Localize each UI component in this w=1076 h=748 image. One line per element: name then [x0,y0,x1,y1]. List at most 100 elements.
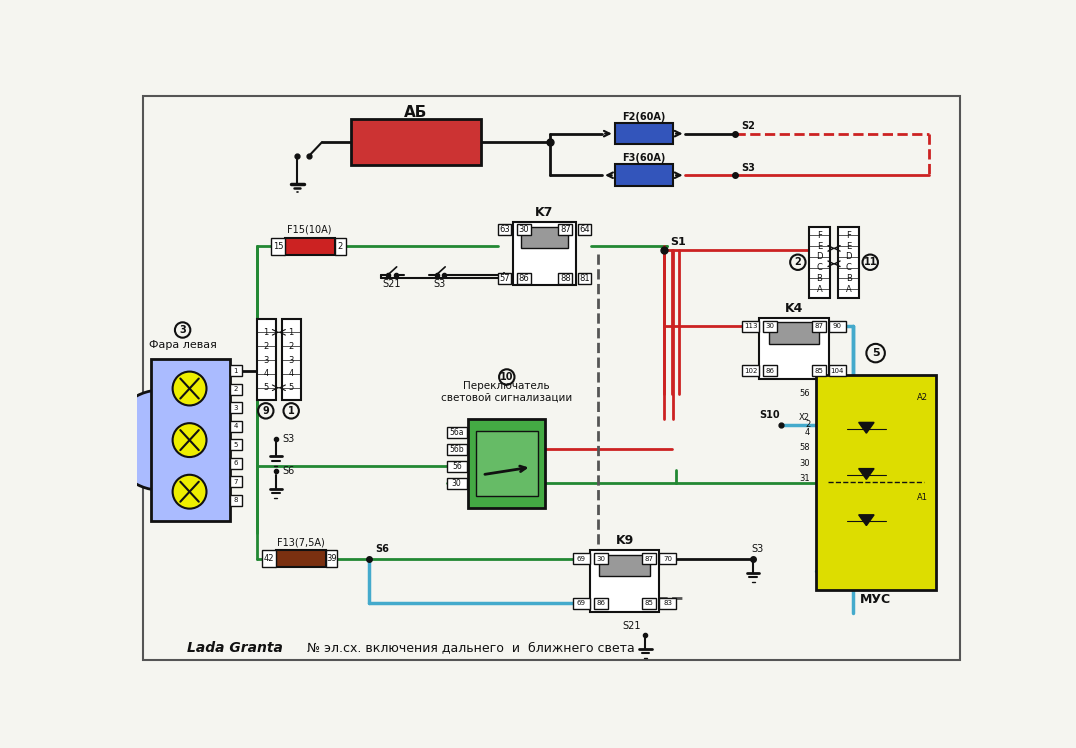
Text: S21: S21 [382,279,400,289]
Text: 3: 3 [264,355,269,364]
Text: S2: S2 [741,121,754,131]
Text: 4: 4 [264,370,268,378]
Bar [811,366,825,376]
Bar [275,551,326,567]
Bar [229,494,242,506]
Text: F13(7,5A): F13(7,5A) [277,538,324,548]
Bar [229,458,242,468]
Text: 56: 56 [452,462,462,470]
Text: 2: 2 [794,257,802,267]
Bar [594,598,608,609]
Text: 42: 42 [264,554,274,563]
Bar [660,598,676,609]
Text: 87: 87 [645,556,654,562]
Bar [590,551,660,612]
Text: 4: 4 [805,428,810,437]
Text: 5: 5 [872,348,879,358]
Text: 1: 1 [287,406,295,416]
Text: 30: 30 [596,556,605,562]
Bar [763,321,777,331]
Text: S6: S6 [376,545,390,554]
Text: Переключатель
световой сигнализации: Переключатель световой сигнализации [441,381,572,402]
Text: S3: S3 [282,434,294,444]
Bar [578,224,592,235]
Text: 87: 87 [560,224,570,233]
Text: МУС: МУС [860,593,891,606]
Bar [574,598,590,609]
Bar [497,273,511,283]
Bar [614,123,674,144]
Bar [447,461,467,472]
Bar [229,366,242,376]
Text: 9: 9 [263,406,269,416]
Text: 2: 2 [338,242,343,251]
Wedge shape [110,390,160,490]
Text: F2(60A): F2(60A) [622,111,666,122]
Text: 56b: 56b [450,445,464,454]
Text: 39: 39 [326,554,337,563]
Text: K9: K9 [615,535,634,548]
Text: K4: K4 [784,302,803,315]
Text: 2: 2 [233,386,238,392]
Bar [594,554,608,564]
Text: 87: 87 [815,323,823,329]
Text: 85: 85 [645,601,654,607]
Text: 90: 90 [833,323,841,329]
Text: 3: 3 [180,325,186,335]
Text: S3: S3 [434,279,445,289]
Circle shape [172,475,207,509]
Text: S3: S3 [741,162,754,173]
Text: 86: 86 [596,601,605,607]
Text: A1: A1 [917,494,928,503]
Bar [521,227,568,248]
Bar [335,238,345,254]
Bar [516,224,530,235]
Text: 69: 69 [577,601,586,607]
Text: 2: 2 [264,342,268,351]
Text: 113: 113 [745,323,758,329]
Circle shape [172,372,207,405]
Bar [558,273,572,283]
Text: 1: 1 [233,368,238,374]
Bar [838,227,860,298]
Text: 1: 1 [264,328,268,337]
Text: S3: S3 [751,545,763,554]
Bar [447,478,467,488]
Bar [468,420,546,508]
Text: D: D [846,252,852,261]
Text: B: B [817,274,822,283]
Bar [811,321,825,331]
Text: 8: 8 [233,497,238,503]
Bar [614,165,674,186]
Bar [817,375,936,590]
Text: 81: 81 [579,274,590,283]
Bar [326,551,337,567]
Text: 5: 5 [264,383,268,392]
Bar [642,554,656,564]
Text: D: D [817,252,823,261]
Polygon shape [859,515,874,526]
Bar [599,555,650,577]
Text: Фара левая: Фара левая [148,340,216,350]
Text: 104: 104 [831,368,844,374]
Text: B: B [846,274,851,283]
Bar [742,321,760,331]
Text: S21: S21 [622,621,641,631]
Text: 63: 63 [499,224,510,233]
Text: 86: 86 [766,368,775,374]
Bar [574,554,590,564]
Text: C: C [817,263,822,272]
Text: 30: 30 [452,479,462,488]
Text: 15: 15 [273,242,283,251]
Text: 4: 4 [233,423,238,429]
Bar [760,318,829,379]
Bar [282,319,301,400]
Text: 5: 5 [288,383,294,392]
Bar [578,273,592,283]
Bar [763,366,777,376]
Text: 56a: 56a [450,428,464,437]
Bar [229,476,242,487]
Text: C: C [846,263,851,272]
Bar [256,319,275,400]
Text: 69: 69 [577,556,586,562]
